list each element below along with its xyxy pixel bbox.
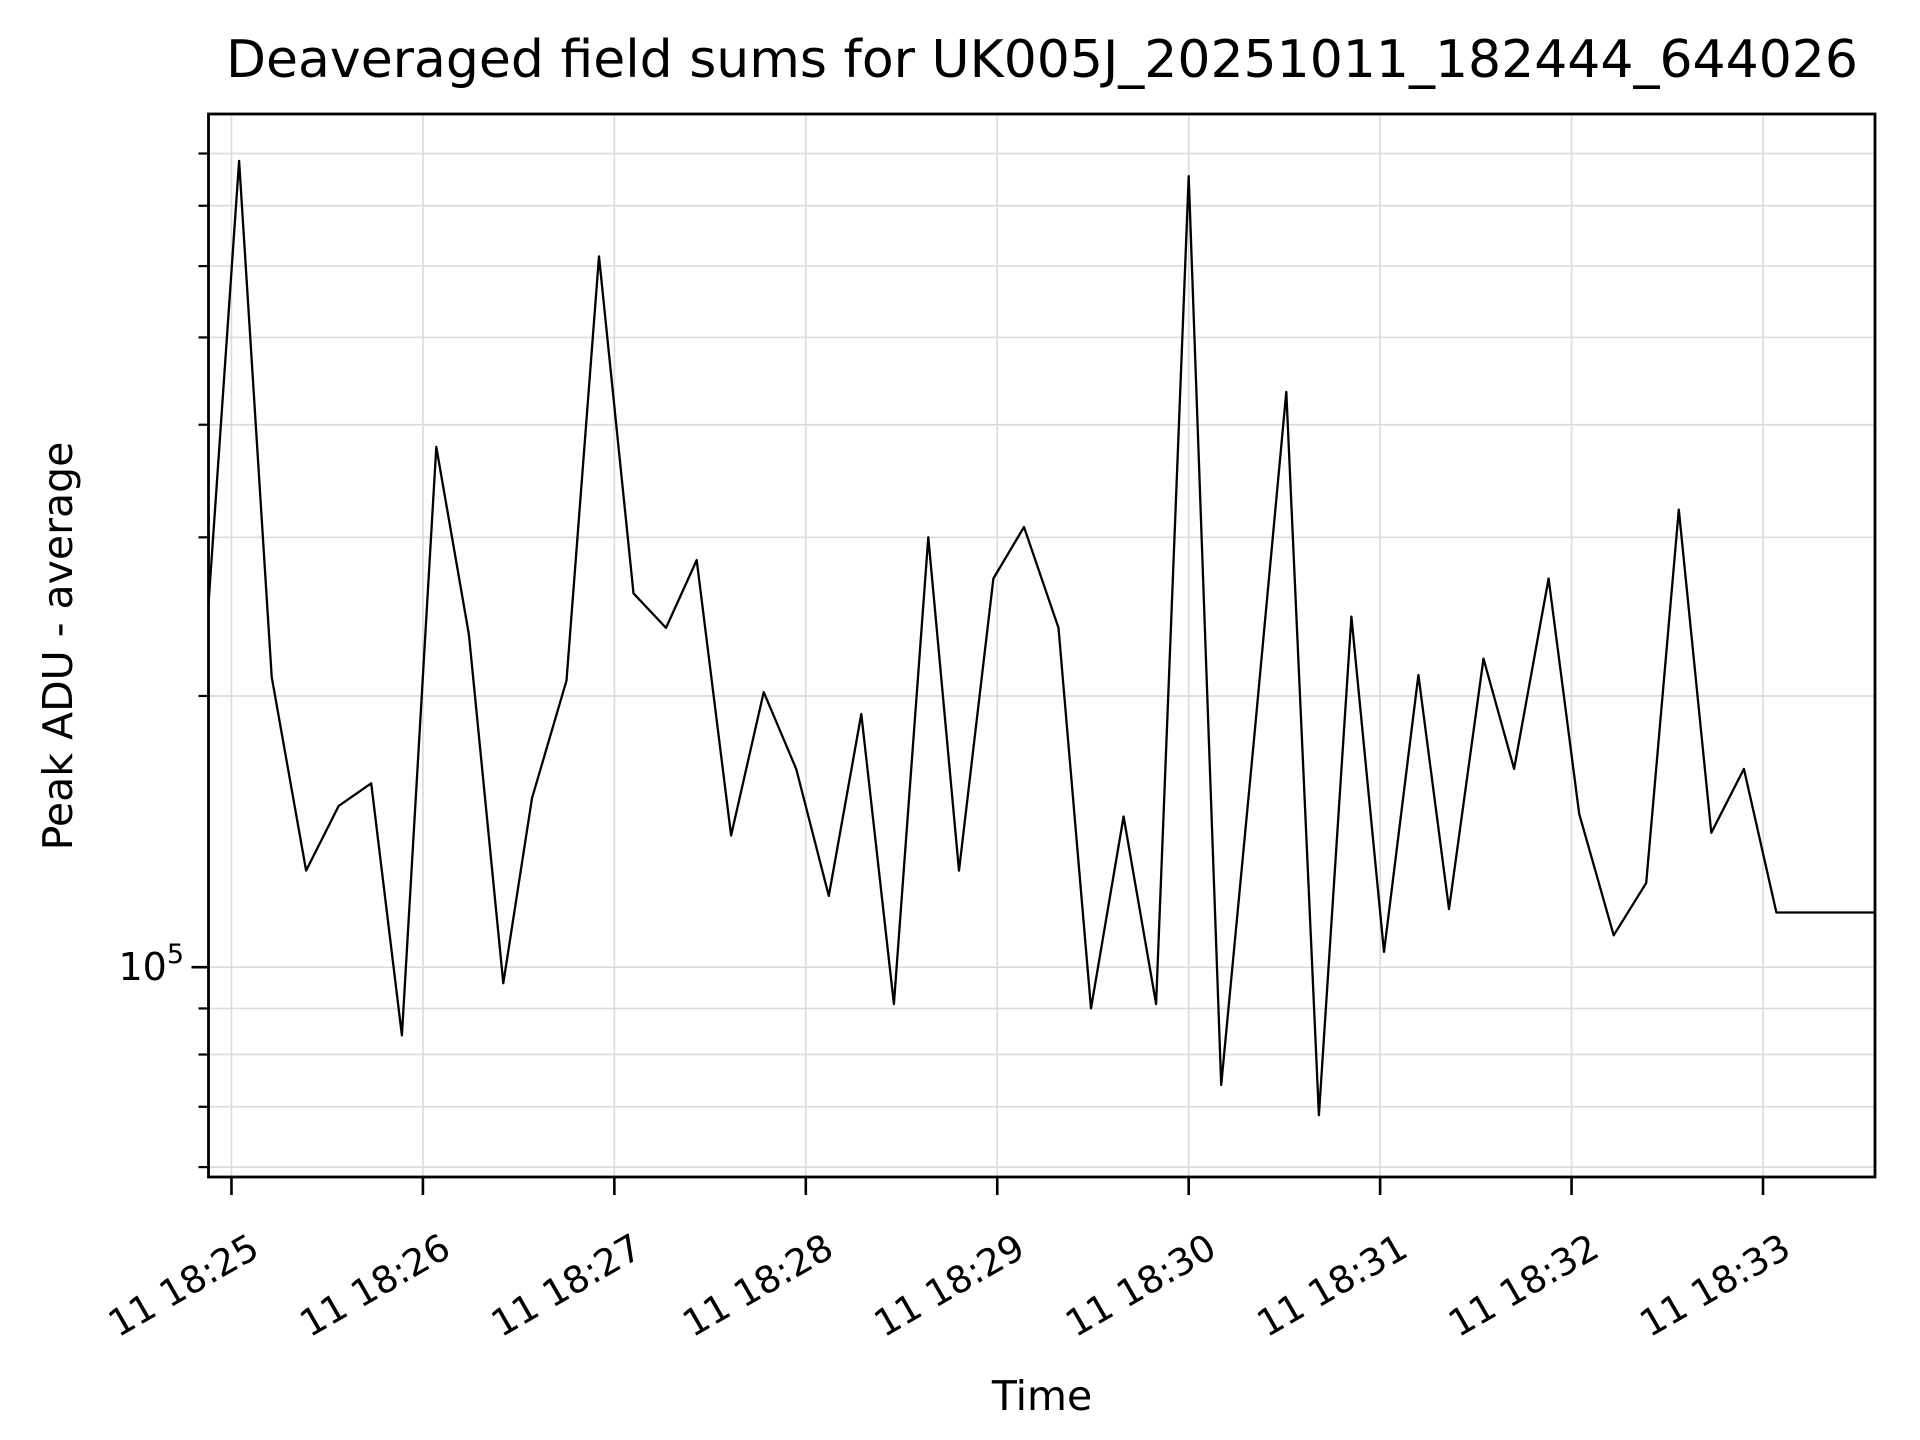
x-axis-label: Time [991,1372,1093,1420]
x-tick-label: 11 18:25 [101,1226,266,1346]
x-tick-label: 11 18:28 [675,1226,840,1346]
x-tick-label: 11 18:30 [1058,1226,1223,1346]
x-tick-label: 11 18:26 [293,1226,458,1346]
x-tick-label: 11 18:32 [1441,1226,1606,1346]
x-tick-label: 11 18:31 [1250,1226,1415,1346]
data-line [207,159,1875,1117]
x-tick-label: 11 18:27 [484,1226,649,1346]
x-tick-label: 11 18:33 [1633,1226,1798,1346]
y-axis-label: Peak ADU - average [34,441,82,851]
chart-title: Deaveraged field sums for UK005J_2025101… [226,30,1858,90]
plot-area-border [207,112,1877,1179]
x-tick-label: 11 18:29 [867,1226,1032,1346]
y-tick-label: 105 [118,939,184,989]
